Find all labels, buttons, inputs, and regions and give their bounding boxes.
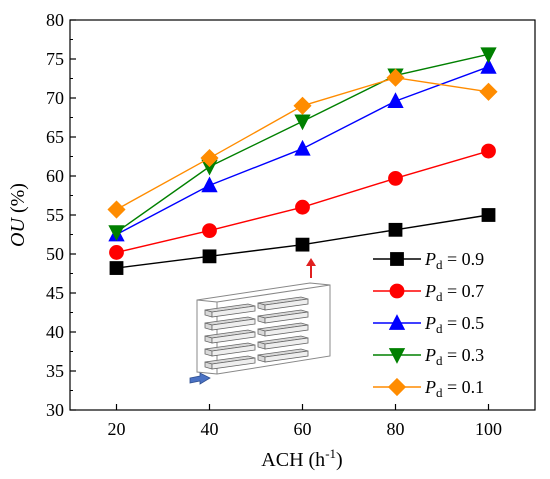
data-point (386, 68, 405, 87)
shelf-front (264, 311, 309, 324)
series-2 (108, 57, 497, 242)
y-tick-label: 75 (46, 49, 64, 69)
data-point (388, 222, 403, 237)
y-tick-label: 55 (46, 205, 64, 225)
inlet-arrow-icon (189, 372, 211, 385)
legend-marker (389, 283, 405, 299)
y-tick-label: 80 (46, 10, 64, 30)
legend-marker (388, 314, 406, 330)
y-axis-label: OU (%) (7, 183, 29, 247)
data-point (201, 176, 218, 193)
x-tick-label: 40 (201, 419, 219, 439)
shelf-front (211, 344, 256, 357)
shelf-front (211, 357, 256, 370)
x-tick-label: 100 (475, 419, 502, 439)
data-point (480, 47, 497, 64)
legend: Pd = 0.9 Pd = 0.7 Pd = 0.5 Pd = 0.3 Pd = 0.1 (373, 249, 484, 400)
x-axis-label: ACH (h-1) (261, 446, 342, 471)
data-marks (107, 47, 498, 275)
x-tick-label: 60 (294, 419, 312, 439)
outlet-arrow-icon (306, 258, 316, 278)
data-point (479, 82, 498, 101)
data-point (295, 199, 310, 215)
series-0 (109, 208, 496, 275)
data-point (481, 143, 496, 159)
legend-marker (387, 377, 407, 397)
legend-label: Pd = 0.9 (424, 249, 484, 272)
shelving-room-icon (189, 258, 331, 385)
data-point (293, 96, 312, 115)
data-point (388, 170, 403, 186)
y-tick-label: 40 (46, 322, 64, 342)
series-4 (107, 68, 498, 219)
legend-item: Pd = 0.9 (373, 249, 484, 272)
data-point (109, 245, 124, 260)
legend-label: Pd = 0.1 (424, 377, 484, 400)
shelf-front (264, 350, 309, 363)
data-point (294, 139, 311, 156)
data-point (202, 249, 217, 264)
legend-item: Pd = 0.7 (373, 281, 484, 304)
data-point (481, 208, 496, 222)
series-1 (109, 143, 496, 260)
y-tick-label: 35 (46, 361, 64, 381)
legend-marker (390, 252, 404, 266)
data-point (294, 114, 311, 131)
shelf-front (211, 318, 256, 331)
x-tick-label: 80 (387, 419, 405, 439)
legend-item: Pd = 0.5 (373, 313, 484, 336)
y-tick-label: 45 (46, 283, 64, 303)
legend-item: Pd = 0.3 (373, 345, 484, 368)
shelf-front (211, 305, 256, 318)
shelf-front (264, 298, 309, 311)
shelf-front (264, 324, 309, 337)
x-tick-label: 20 (108, 419, 126, 439)
axis-ticks: 20 40 60 80 100 30 35 40 45 50 55 60 65 70 75 80 (46, 10, 502, 439)
y-tick-label: 70 (46, 88, 64, 108)
data-point (107, 200, 126, 219)
legend-marker (388, 348, 406, 364)
y-tick-label: 60 (46, 166, 64, 186)
legend-item: Pd = 0.1 (373, 377, 484, 400)
data-point (108, 225, 125, 242)
y-tick-label: 30 (46, 400, 64, 420)
legend-label: Pd = 0.5 (424, 313, 484, 336)
shelf-front (264, 337, 309, 350)
data-point (200, 148, 219, 168)
data-point (109, 261, 124, 275)
shelf-front (211, 331, 256, 344)
data-point (202, 223, 217, 239)
legend-label: Pd = 0.7 (424, 281, 484, 304)
data-point (480, 57, 497, 74)
legend-label: Pd = 0.3 (424, 345, 484, 368)
data-point (387, 92, 404, 109)
y-tick-label: 65 (46, 127, 64, 147)
data-point (295, 237, 310, 252)
y-tick-label: 50 (46, 244, 64, 264)
